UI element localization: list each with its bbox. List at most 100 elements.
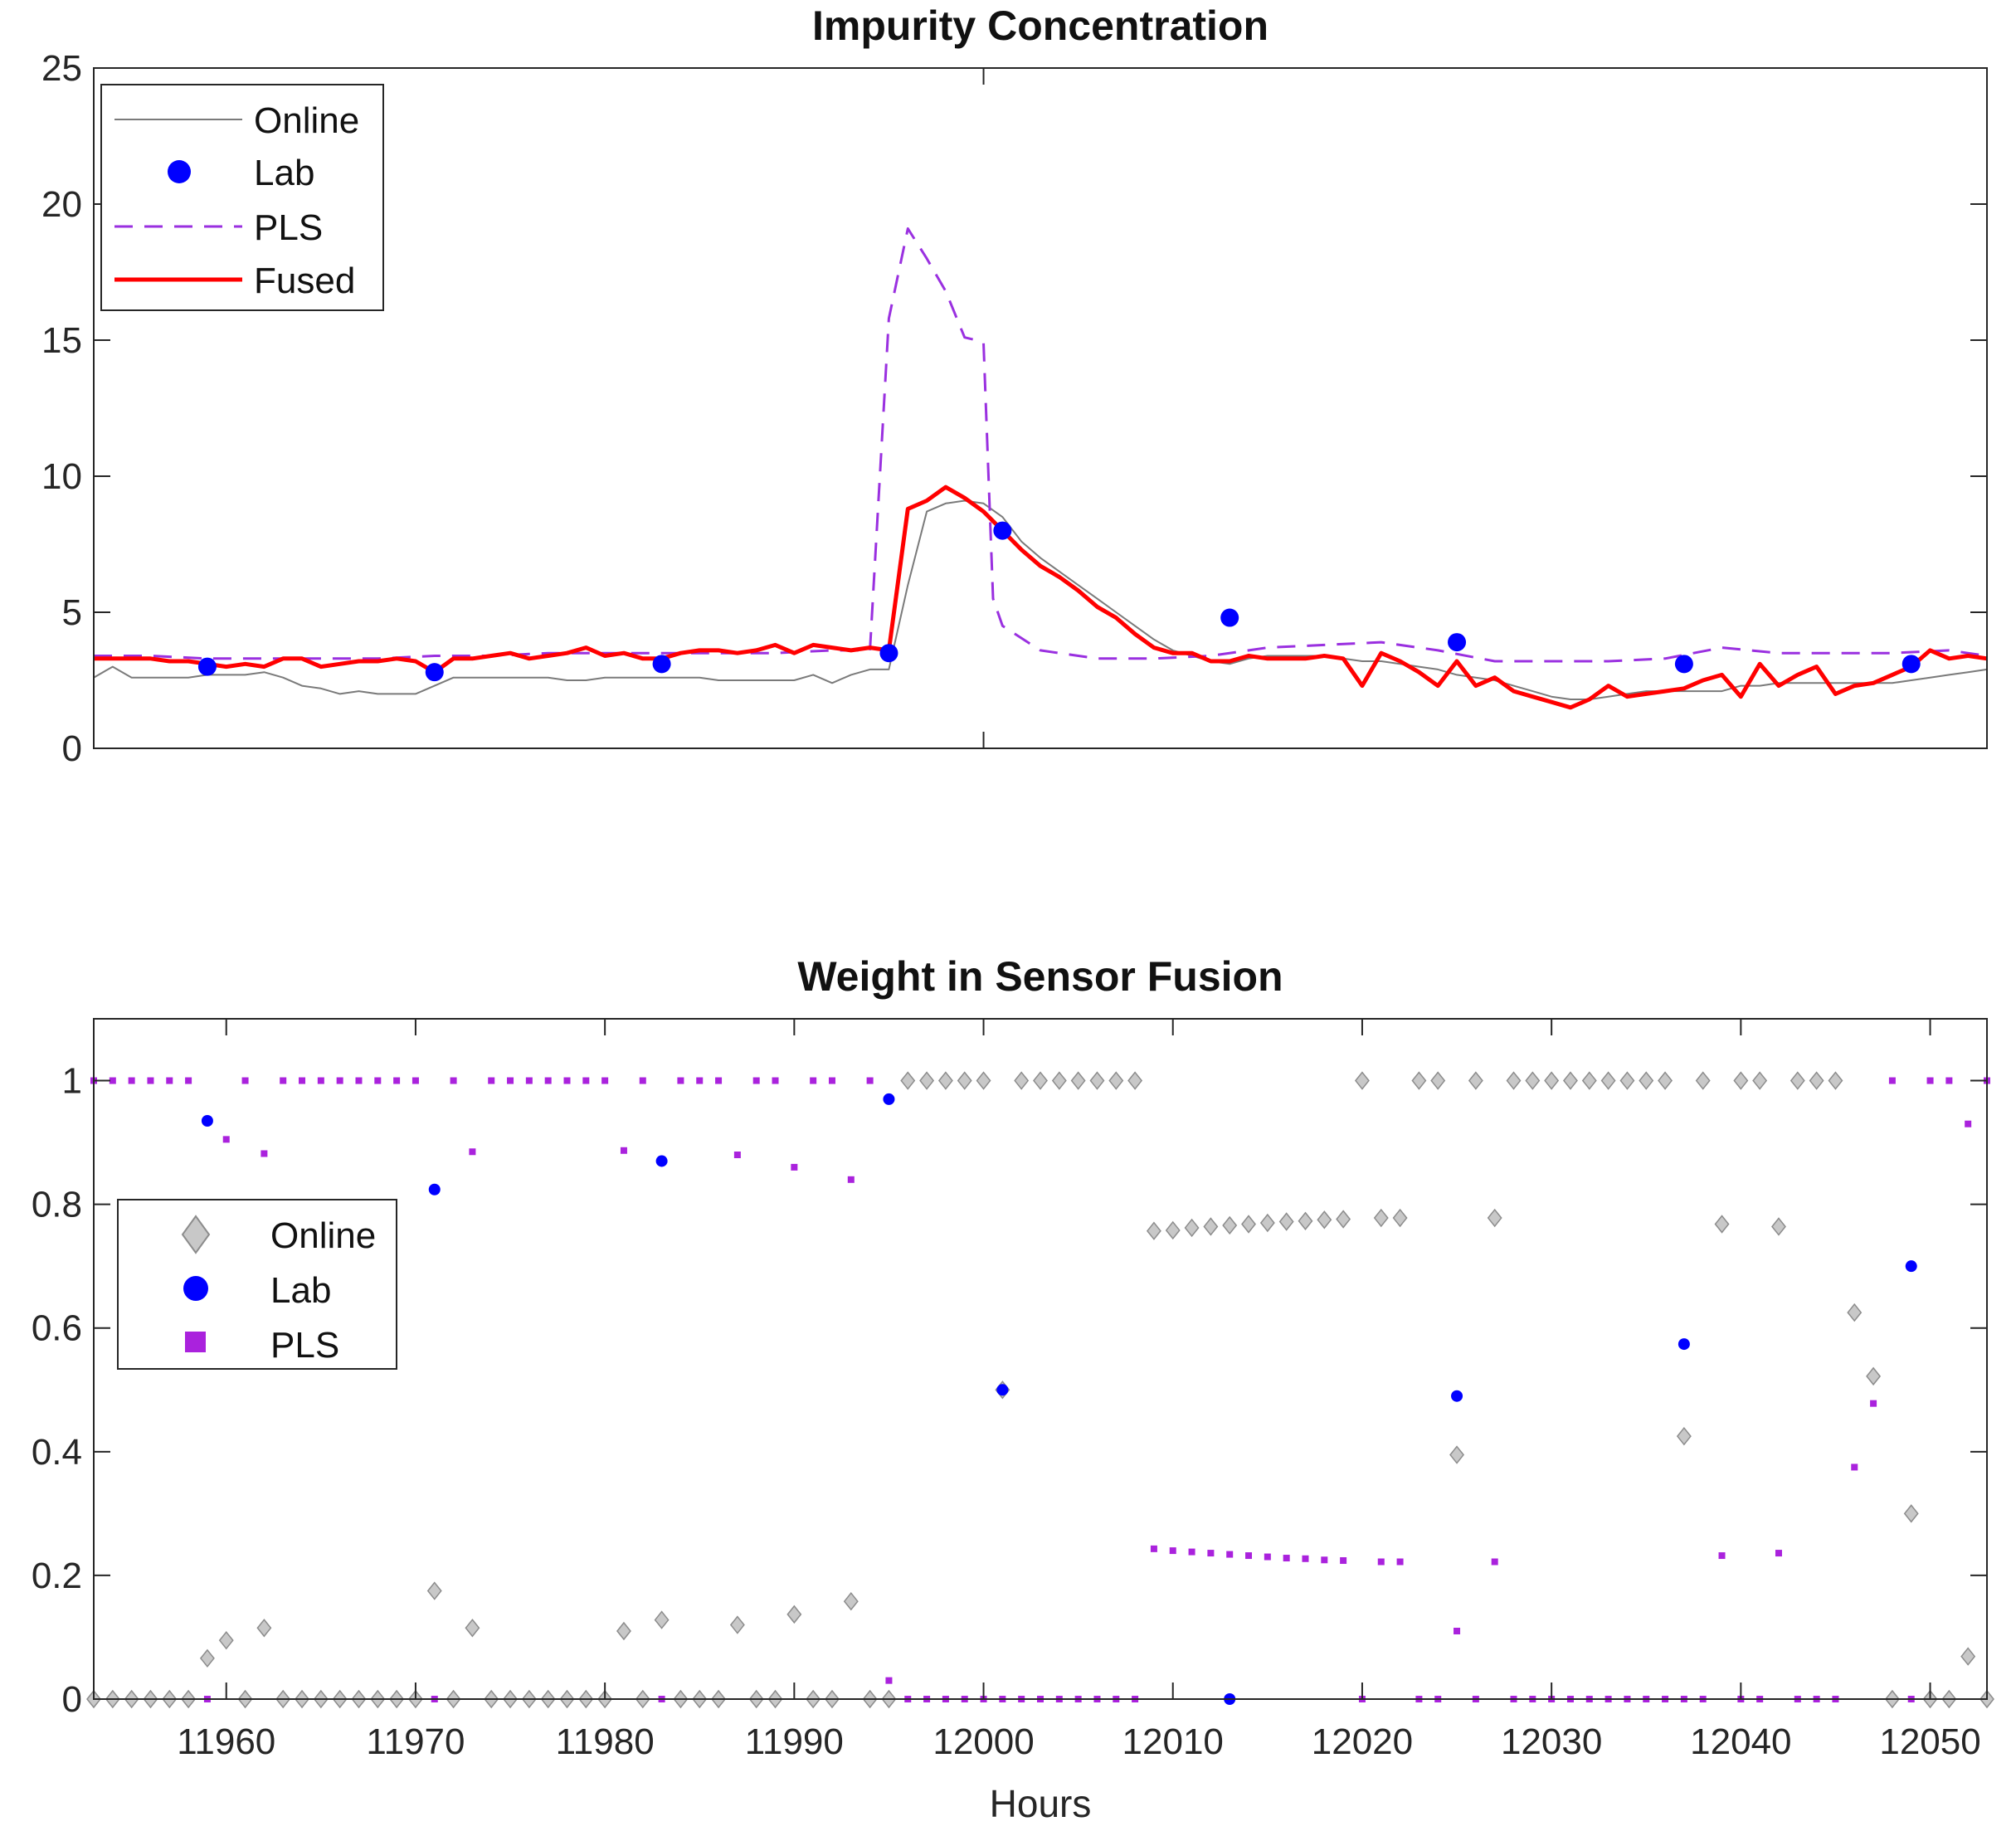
lab-point [1220, 608, 1239, 627]
y-tick-label: 0.6 [32, 1308, 82, 1349]
axes: 0 0.2 0.4 0.6 0.8 1 11960 11970 11980 11990 12000 1… [32, 1018, 1988, 1762]
pls-weight-point [393, 1077, 401, 1084]
pls-weight-point [488, 1077, 495, 1084]
online-weight-point [1146, 1221, 1161, 1240]
online-weight-point [1165, 1220, 1181, 1240]
online-weight-point [1658, 1071, 1673, 1090]
pls-weight-point [109, 1077, 116, 1084]
pls-weight-point [1169, 1547, 1176, 1555]
pls-weight-point [1226, 1551, 1234, 1558]
y-tick-label: 0.8 [32, 1185, 82, 1225]
online-weight-point [1525, 1071, 1541, 1090]
pls-weight-point [696, 1077, 704, 1084]
online-weight-point [786, 1605, 802, 1624]
online-weight-point [1222, 1215, 1238, 1235]
chart-title: Weight in Sensor Fusion [797, 953, 1283, 1000]
legend-swatch-lab [183, 1276, 208, 1301]
lab-weight-point [428, 1183, 441, 1196]
chart-title: Impurity Concentration [812, 2, 1269, 49]
plot-area [86, 1071, 1994, 1709]
pls-weight-point [1377, 1558, 1385, 1566]
y-tick-label: 20 [41, 184, 82, 225]
lab-point [1448, 633, 1467, 652]
pls-weight-point [752, 1077, 760, 1084]
pls-weight-point [620, 1147, 627, 1154]
pls-weight-point [147, 1077, 154, 1084]
lab-weight-point [1905, 1260, 1917, 1273]
pls-weight-point [563, 1077, 571, 1084]
pls-weight-point [222, 1136, 230, 1143]
axes-box [93, 67, 1988, 749]
lab-point [652, 655, 671, 674]
y-tick-label: 0 [62, 728, 82, 769]
online-weight-point [1278, 1212, 1294, 1231]
pls-weight-point [1283, 1555, 1290, 1562]
pls-weight-point [1396, 1558, 1404, 1566]
lab-point [197, 657, 217, 676]
online-weight-point [1600, 1071, 1616, 1090]
lab-weight-point [1678, 1338, 1690, 1351]
x-tick-label: 12000 [933, 1721, 1034, 1762]
online-weight-point [218, 1630, 234, 1650]
pls-weight-point [866, 1077, 874, 1084]
legend-swatch-online [181, 1215, 211, 1254]
online-weight-point [1562, 1071, 1578, 1090]
online-weight-point [1354, 1071, 1370, 1090]
y-tick-label: 0.2 [32, 1556, 82, 1596]
online-weight-point [1259, 1213, 1275, 1233]
lab-point [879, 644, 898, 663]
online-weight-point [729, 1615, 745, 1634]
legend: Online Lab PLS Fused [100, 84, 384, 311]
pls-weight-point [1870, 1400, 1877, 1407]
x-axis-label: Hours [990, 1782, 1092, 1825]
online-weight-point [1809, 1071, 1824, 1090]
online-weight-point [1373, 1208, 1389, 1228]
pls-weight-point [507, 1077, 514, 1084]
pls-weight-point [1264, 1553, 1271, 1561]
series-line-fused [94, 485, 1988, 710]
legend-label-lab: Lab [270, 1270, 331, 1311]
online-weight-point [1544, 1071, 1560, 1090]
pls-weight-point [1150, 1545, 1157, 1552]
online-weight-point [616, 1621, 631, 1641]
online-weight-point [426, 1581, 442, 1600]
pls-weight-point [1321, 1556, 1328, 1564]
online-weight-point [1449, 1445, 1465, 1464]
online-weight-point [1581, 1071, 1597, 1090]
online-weight-point [1903, 1504, 1919, 1523]
online-weight-point [1392, 1208, 1408, 1228]
online-weight-point [1960, 1647, 1976, 1666]
pls-weight-point [733, 1152, 741, 1158]
lab-point [1674, 655, 1693, 674]
pls-weight-point [847, 1176, 855, 1183]
series-line-online [93, 499, 1988, 700]
pls-weight-point [1302, 1555, 1309, 1562]
online-weight-point [976, 1071, 991, 1090]
online-weight-point [1619, 1071, 1635, 1090]
pls-weight-point [166, 1077, 173, 1084]
x-tick-label: 12010 [1122, 1721, 1224, 1762]
x-tick-label: 11990 [745, 1721, 844, 1762]
pls-weight-point [1926, 1077, 1934, 1084]
pls-weight-point [261, 1150, 268, 1157]
pls-weight-point [525, 1077, 533, 1084]
axes: 0 5 10 15 20 25 [41, 48, 1988, 769]
online-weight-point [1828, 1071, 1843, 1090]
lab-weight-point [201, 1115, 213, 1127]
legend-label-lab: Lab [254, 153, 314, 193]
online-weight-point [1336, 1210, 1351, 1229]
online-weight-point [1089, 1071, 1105, 1090]
legend-box [117, 1199, 397, 1370]
legend-label-pls: PLS [254, 207, 323, 248]
pls-weight-point [601, 1077, 609, 1084]
pls-weight-point [336, 1077, 343, 1084]
x-tick-label: 11980 [556, 1721, 655, 1762]
y-tick-label: 25 [41, 48, 82, 89]
pls-weight-point [1888, 1077, 1896, 1084]
pls-weight-point [1945, 1077, 1953, 1084]
online-weight-point [957, 1071, 972, 1090]
pls-weight-point [772, 1077, 779, 1084]
online-weight-point [1411, 1071, 1427, 1090]
pls-weight-point [280, 1077, 287, 1084]
